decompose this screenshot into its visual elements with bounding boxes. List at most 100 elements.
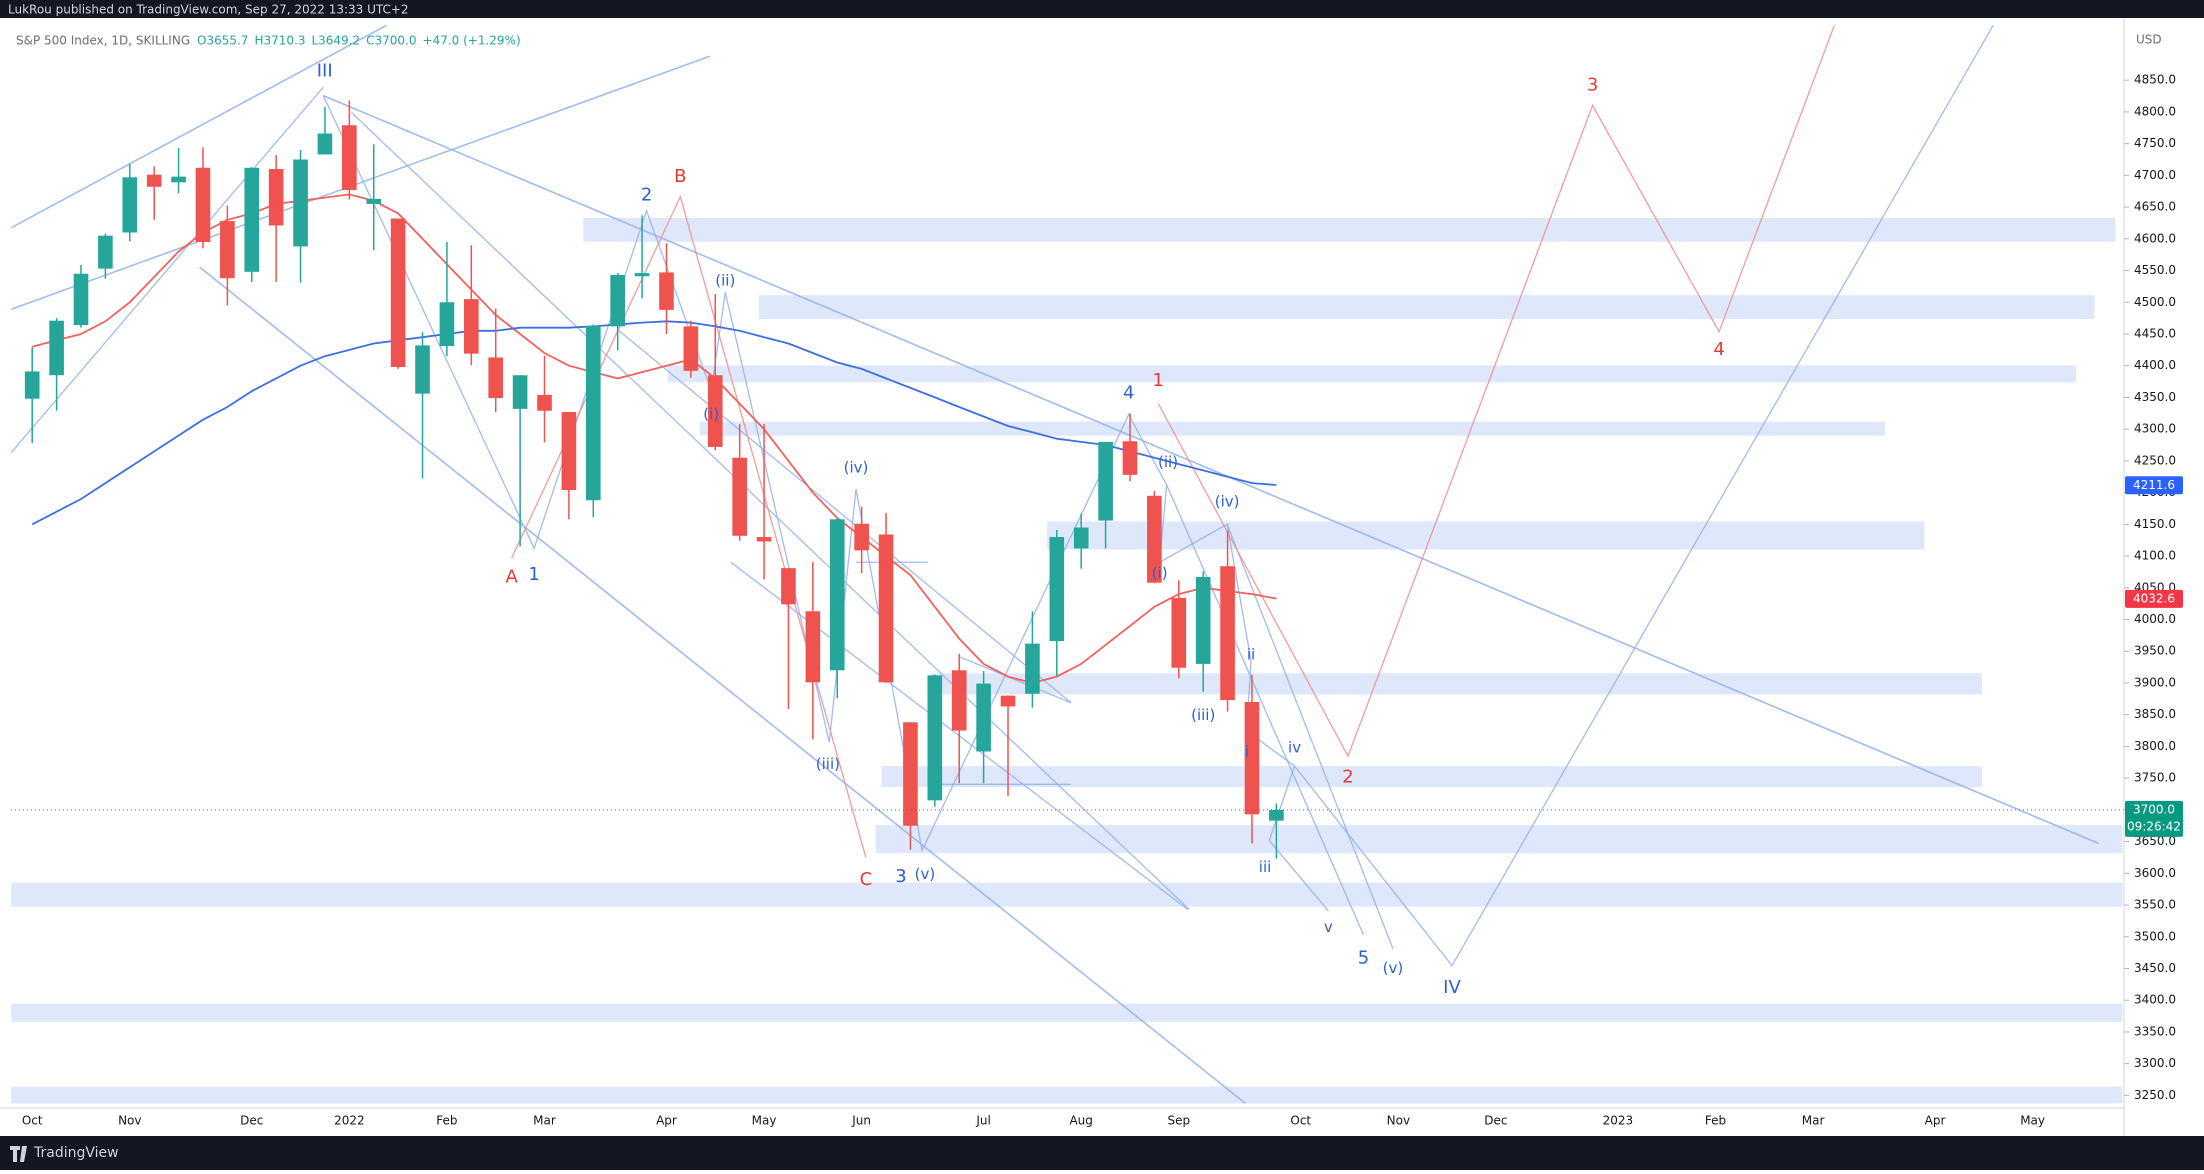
zone [11,882,2123,907]
wave-label: iii [1259,858,1272,876]
wave-label: 4 [1713,339,1724,360]
x-tick-label: Oct [1290,1114,1311,1128]
candle-body [903,722,918,826]
candle-body [512,375,528,409]
trend-line [10,24,387,229]
candle-body [49,320,64,376]
zone [11,1003,2123,1022]
moving-average [31,193,1277,684]
candle-body [24,371,40,399]
x-tick-label: May [752,1114,777,1128]
y-tick-label: 4700.0 [2134,168,2176,182]
y-tick-label: 4650.0 [2134,200,2176,214]
trend-line [322,94,2099,845]
candle-body [805,611,821,683]
zone [699,421,1885,436]
trend-line [10,55,711,310]
x-tick-label: Feb [1705,1114,1726,1128]
y-tick-label: 4000.0 [2134,612,2176,626]
wave-label: B [674,166,686,187]
candle-body [146,174,162,187]
x-tick-label: Apr [656,1114,677,1128]
wave-label: (i) [703,405,719,423]
y-tick-label: 4350.0 [2134,390,2176,404]
wave-label: 1 [528,564,539,585]
candle-body [1049,537,1065,642]
y-tick-label: 3350.0 [2134,1024,2176,1038]
candle-body [244,167,260,272]
wave-label: (ii) [715,272,735,290]
y-tick-label: 4750.0 [2134,136,2176,150]
candle-body [781,568,796,605]
wave-label: IV [1443,977,1461,998]
candle-body [732,457,747,536]
candle-body [1244,702,1260,815]
y-tick-label: 3250.0 [2134,1088,2176,1102]
zones [11,217,2123,1104]
wave-label: v [1324,918,1333,936]
y-tick-label: 4600.0 [2134,231,2176,245]
x-tick-label: Oct [22,1114,43,1128]
y-tick-label: 4550.0 [2134,263,2176,277]
moving-average [31,320,1277,526]
candle-body [756,537,772,542]
price-label: 4032.6 [2133,591,2175,605]
wave-label: iv [1288,738,1301,756]
wave-label: (ii) [1158,453,1178,471]
x-tick-label: Dec [240,1114,263,1128]
y-tick-label: 4400.0 [2134,358,2176,372]
y-tick-label: 3300.0 [2134,1056,2176,1070]
candle-body [927,675,943,801]
countdown: 09:26:42 [2127,819,2181,833]
y-tick-label: 3900.0 [2134,675,2176,689]
price-axis [2124,18,2204,1136]
candle-body [1147,495,1162,583]
wave-path [1166,484,1365,935]
x-tick-label: 2022 [334,1114,365,1128]
price-label: 4211.6 [2133,478,2175,492]
candle-body [585,325,601,501]
wave-label: 4 [1123,383,1134,404]
price-label: 3700.0 [2133,802,2175,816]
y-tick-label: 4800.0 [2134,104,2176,118]
wave-label: (v) [1383,959,1404,977]
zone [930,673,1982,695]
candle-body [220,221,235,279]
candle-body [122,177,138,233]
trend-line [10,86,324,454]
x-tick-label: Nov [1387,1114,1410,1128]
y-tick-label: 4500.0 [2134,295,2176,309]
wave-label: 2 [1342,766,1353,787]
candle-body [610,274,626,327]
price-label-box [2125,800,2183,837]
trend-line [618,329,1072,704]
ohlc-value: O3655.7 [197,34,248,48]
top-bar [0,0,2204,18]
x-tick-label: 2023 [1603,1114,1634,1128]
candle-body [342,125,357,190]
candle-body [1098,441,1113,521]
x-tick-label: Mar [1802,1114,1825,1128]
y-tick-label: 3750.0 [2134,771,2176,785]
brand-logo [10,1146,27,1162]
ohlc-value: +47.0 (+1.29%) [423,34,521,48]
wave-label: 1 [1152,370,1163,391]
x-tick-label: Feb [436,1114,457,1128]
y-tick-label: 4300.0 [2134,422,2176,436]
y-tick-label: 4100.0 [2134,549,2176,563]
zone [583,217,2116,242]
candle-body [317,133,333,155]
x-tick-label: Mar [533,1114,556,1128]
candle-body [439,302,455,347]
y-tick-label: 3600.0 [2134,866,2176,880]
y-tick-label: 3450.0 [2134,961,2176,975]
wave-label: 5 [1358,948,1369,969]
candle-body [659,272,674,310]
currency: USD [2136,33,2162,47]
wave-label: (i) [1152,564,1168,582]
candle-body [634,273,650,277]
